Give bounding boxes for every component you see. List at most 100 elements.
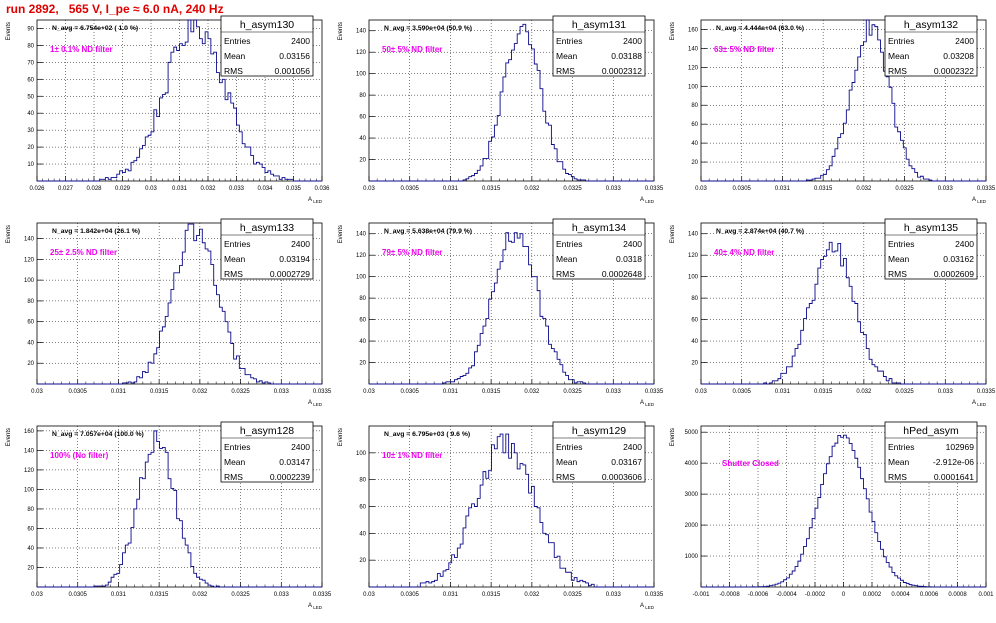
x-tick-label: 0.0325	[231, 592, 250, 598]
x-tick-label: 0.0008	[948, 592, 967, 598]
x-tick-label: 0.0305	[401, 592, 420, 598]
stat-label: Mean	[556, 254, 578, 264]
x-tick-label: 0.032	[856, 389, 872, 395]
histogram-h_asym135: 0.03 0.0305 0.031 0.0315 0.032 0.0325 0.033 0.0…	[670, 218, 996, 407]
y-axis-label: Events	[338, 225, 344, 243]
stat-value: 0.0002609	[934, 269, 974, 279]
y-tick-label: 80	[27, 43, 34, 49]
y-tick-label: 60	[27, 77, 34, 83]
x-tick-label: 0.0325	[895, 186, 914, 192]
y-tick-label: 40	[27, 340, 34, 346]
x-tick-label: 0.036	[314, 186, 330, 192]
filter-label: 50± 5% ND filter	[382, 45, 442, 54]
stat-value: 0.03156	[279, 51, 310, 61]
x-tick-label: -0.0002	[805, 592, 826, 598]
y-tick-label: 40	[359, 339, 366, 345]
plot-frame	[700, 222, 987, 385]
x-tick-label: 0.033	[274, 592, 290, 598]
histogram-h_asym131: 0.03 0.0305 0.031 0.0315 0.032 0.0325 0.033 0.0…	[338, 15, 664, 204]
stat-label: Entries	[888, 442, 914, 452]
y-tick-label: 40	[27, 111, 34, 117]
histogram-series	[37, 223, 322, 385]
y-tick-label: 60	[691, 318, 698, 324]
x-tick-label: 0.033	[606, 186, 622, 192]
y-tick-label: 80	[27, 299, 34, 305]
navg-label: N_avg = 3.590e+04 (50.9 %)	[384, 25, 472, 32]
y-tick-label: 100	[688, 275, 699, 281]
y-tick-label: 50	[27, 94, 34, 100]
plot-frame	[368, 222, 655, 385]
stat-label: RMS	[556, 66, 575, 76]
stat-label: Mean	[888, 51, 910, 61]
stat-label: RMS	[224, 66, 243, 76]
y-axis-label: Events	[338, 22, 344, 40]
x-tick-label: 0.034	[257, 186, 273, 192]
y-axis-label: Events	[6, 22, 12, 40]
x-tick-label: 0.03	[695, 186, 707, 192]
stat-label: Mean	[224, 254, 246, 264]
x-tick-label: -0.0004	[776, 592, 797, 598]
stat-value: 0.03167	[611, 457, 642, 467]
stat-label: RMS	[224, 472, 243, 482]
histogram-series	[37, 430, 322, 588]
x-tick-label: 0.032	[192, 592, 208, 598]
y-tick-label: 5000	[685, 430, 699, 436]
x-tick-label: 0.0325	[895, 389, 914, 395]
histogram-h_asym130: 0.026 0.027 0.028 0.029 0.03 0.031 0.032 0.033 0…	[6, 15, 330, 204]
stat-value: 2400	[291, 442, 310, 452]
x-tick-label: 0	[842, 592, 846, 598]
x-tick-label: 0.0335	[645, 592, 664, 598]
y-tick-label: 20	[359, 361, 366, 367]
filter-label: 25± 2.5% ND filter	[50, 248, 117, 257]
stat-label: Mean	[888, 457, 910, 467]
x-tick-label: 0.001	[978, 592, 994, 598]
stat-value: 0.0002322	[934, 66, 974, 76]
y-tick-label: 60	[359, 115, 366, 121]
y-tick-label: 40	[27, 546, 34, 552]
x-tick-label: 0.0335	[977, 186, 996, 192]
stat-value: 2400	[955, 36, 974, 46]
y-tick-label: 70	[27, 60, 34, 66]
x-tick-label: 0.0305	[733, 389, 752, 395]
y-tick-label: 140	[688, 46, 699, 52]
x-tick-label: -0.0008	[719, 592, 740, 598]
stats-box: h_asym130 Entries 2400 Mean 0.03156 RMS 0.0010…	[220, 15, 314, 77]
x-tick-label: 0.032	[524, 592, 540, 598]
stat-label: Entries	[224, 239, 250, 249]
x-tick-label: 0.033	[274, 389, 290, 395]
stat-label: Mean	[224, 457, 246, 467]
x-tick-label: 0.03	[145, 186, 157, 192]
x-tick-label: 0.0335	[645, 389, 664, 395]
x-tick-label: 0.0325	[563, 389, 582, 395]
histogram-name: h_asym130	[240, 19, 294, 31]
y-tick-label: 3000	[685, 492, 699, 498]
x-tick-label: 0.032	[524, 186, 540, 192]
stat-value: 0.03188	[611, 51, 642, 61]
x-tick-label: 0.0335	[313, 389, 332, 395]
x-tick-label: 0.0305	[69, 592, 88, 598]
stat-label: RMS	[224, 269, 243, 279]
stat-value: 2400	[623, 239, 642, 249]
navg-label: N_avg = 2.874e+04 (40.7 %)	[716, 228, 804, 235]
stats-box: h_asym132 Entries 2400 Mean 0.03208 RMS 0.0002…	[884, 15, 978, 77]
histogram-series	[701, 241, 986, 385]
stat-value: 0.0002239	[270, 472, 310, 482]
histogram-name: h_asym128	[240, 425, 294, 437]
stat-value: 2400	[291, 36, 310, 46]
histogram-name: h_asym135	[904, 222, 958, 234]
histogram-h_asym132: 0.03 0.0305 0.031 0.0315 0.032 0.0325 0.033 0.0…	[670, 15, 996, 204]
x-tick-label: 0.033	[606, 592, 622, 598]
x-tick-label: 0.032	[200, 186, 216, 192]
y-tick-label: 20	[27, 145, 34, 151]
x-tick-label: 0.0315	[150, 389, 169, 395]
y-tick-label: 1000	[685, 554, 699, 560]
y-tick-label: 120	[688, 65, 699, 71]
y-tick-label: 140	[24, 448, 35, 454]
x-tick-label: 0.0305	[69, 389, 88, 395]
stat-value: 0.0002312	[602, 66, 642, 76]
stat-label: Entries	[556, 239, 582, 249]
x-axis-label: A LED	[972, 197, 987, 204]
x-tick-label: 0.031	[111, 592, 127, 598]
histogram-name: h_asym131	[572, 19, 626, 31]
